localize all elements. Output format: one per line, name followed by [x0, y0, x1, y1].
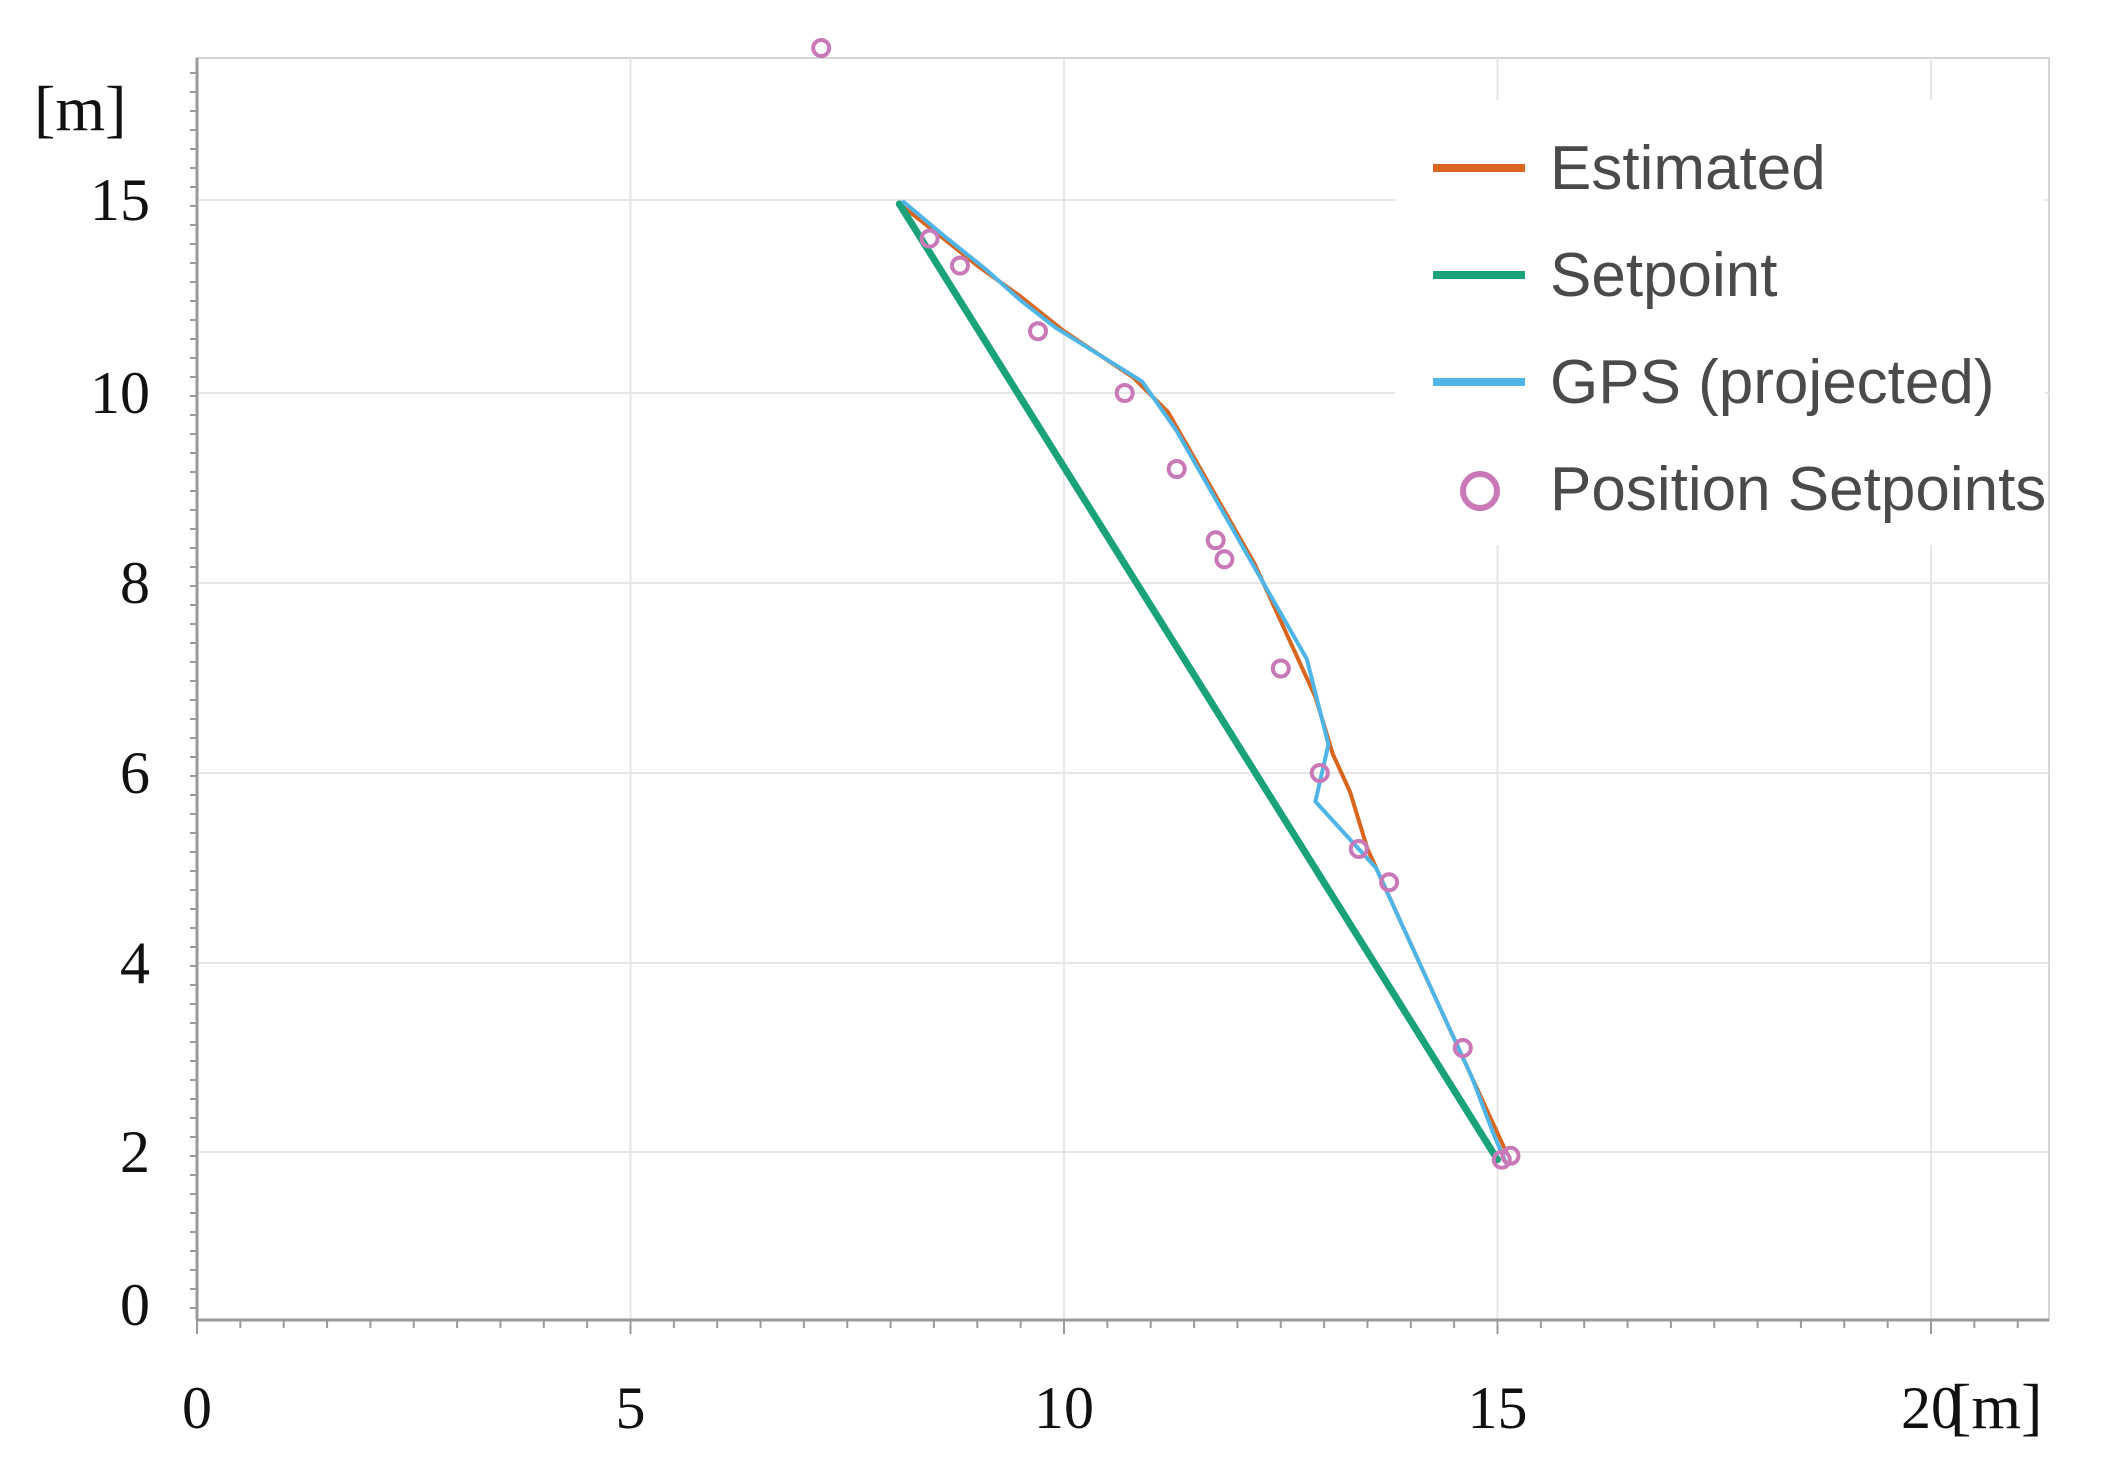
legend-swatch-position-setpoints	[1460, 471, 1500, 511]
legend-label-setpoint: Setpoint	[1550, 241, 1778, 310]
position-setpoint-marker	[1379, 872, 1400, 893]
y-axis-unit-label: [m]	[34, 73, 126, 144]
legend-box	[1395, 100, 2045, 545]
legend-label-estimated: Estimated	[1550, 134, 1826, 203]
x-tick-label: 10	[1034, 1375, 1094, 1441]
legend: Estimated Setpoint GPS (projected) Position…	[1395, 100, 2046, 545]
y-tick-label: 15	[90, 167, 150, 233]
position-setpoint-marker	[811, 38, 832, 58]
position-setpoint-marker	[919, 228, 940, 249]
position-setpoint-marker	[1214, 549, 1235, 570]
x-tick-label: 5	[616, 1375, 646, 1441]
x-tick-label: 0	[182, 1375, 212, 1441]
series-line-setpoint	[895, 200, 1501, 1164]
position-setpoint-marker	[1348, 839, 1369, 859]
position-setpoint-marker	[950, 255, 970, 276]
marker-group	[811, 38, 1521, 1170]
position-setpoint-marker	[1270, 658, 1291, 679]
position-setpoint-marker	[1028, 321, 1048, 342]
x-tick-label: 15	[1468, 1375, 1528, 1441]
position-setpoint-marker	[1500, 1145, 1521, 1166]
position-setpoint-marker	[1166, 459, 1187, 479]
y-tick-label: 6	[120, 740, 150, 806]
x-axis-unit-label: [m]	[1950, 1371, 2042, 1442]
position-setpoint-marker	[1205, 530, 1226, 551]
y-tick-label: 2	[120, 1119, 150, 1185]
tick-labels: 0 5 10 15 20 0 2 4 6 8 10 15	[90, 167, 1961, 1441]
position-setpoint-marker	[1309, 763, 1330, 783]
position-setpoint-marker	[1452, 1038, 1473, 1058]
axes	[190, 58, 2049, 1334]
y-tick-label: 0	[120, 1272, 150, 1338]
legend-label-gps-projected: GPS (projected)	[1550, 348, 1995, 417]
y-tick-label: 10	[90, 360, 150, 426]
position-setpoint-marker	[1114, 383, 1135, 403]
grid	[197, 58, 2049, 1320]
y-tick-label: 8	[120, 550, 150, 616]
y-tick-label: 4	[120, 930, 150, 996]
x-tick-label: 20	[1901, 1375, 1961, 1441]
series-group	[895, 199, 1509, 1166]
series-line-gps-projected	[901, 199, 1509, 1166]
legend-label-position-setpoints: Position Setpoints	[1550, 455, 2046, 524]
